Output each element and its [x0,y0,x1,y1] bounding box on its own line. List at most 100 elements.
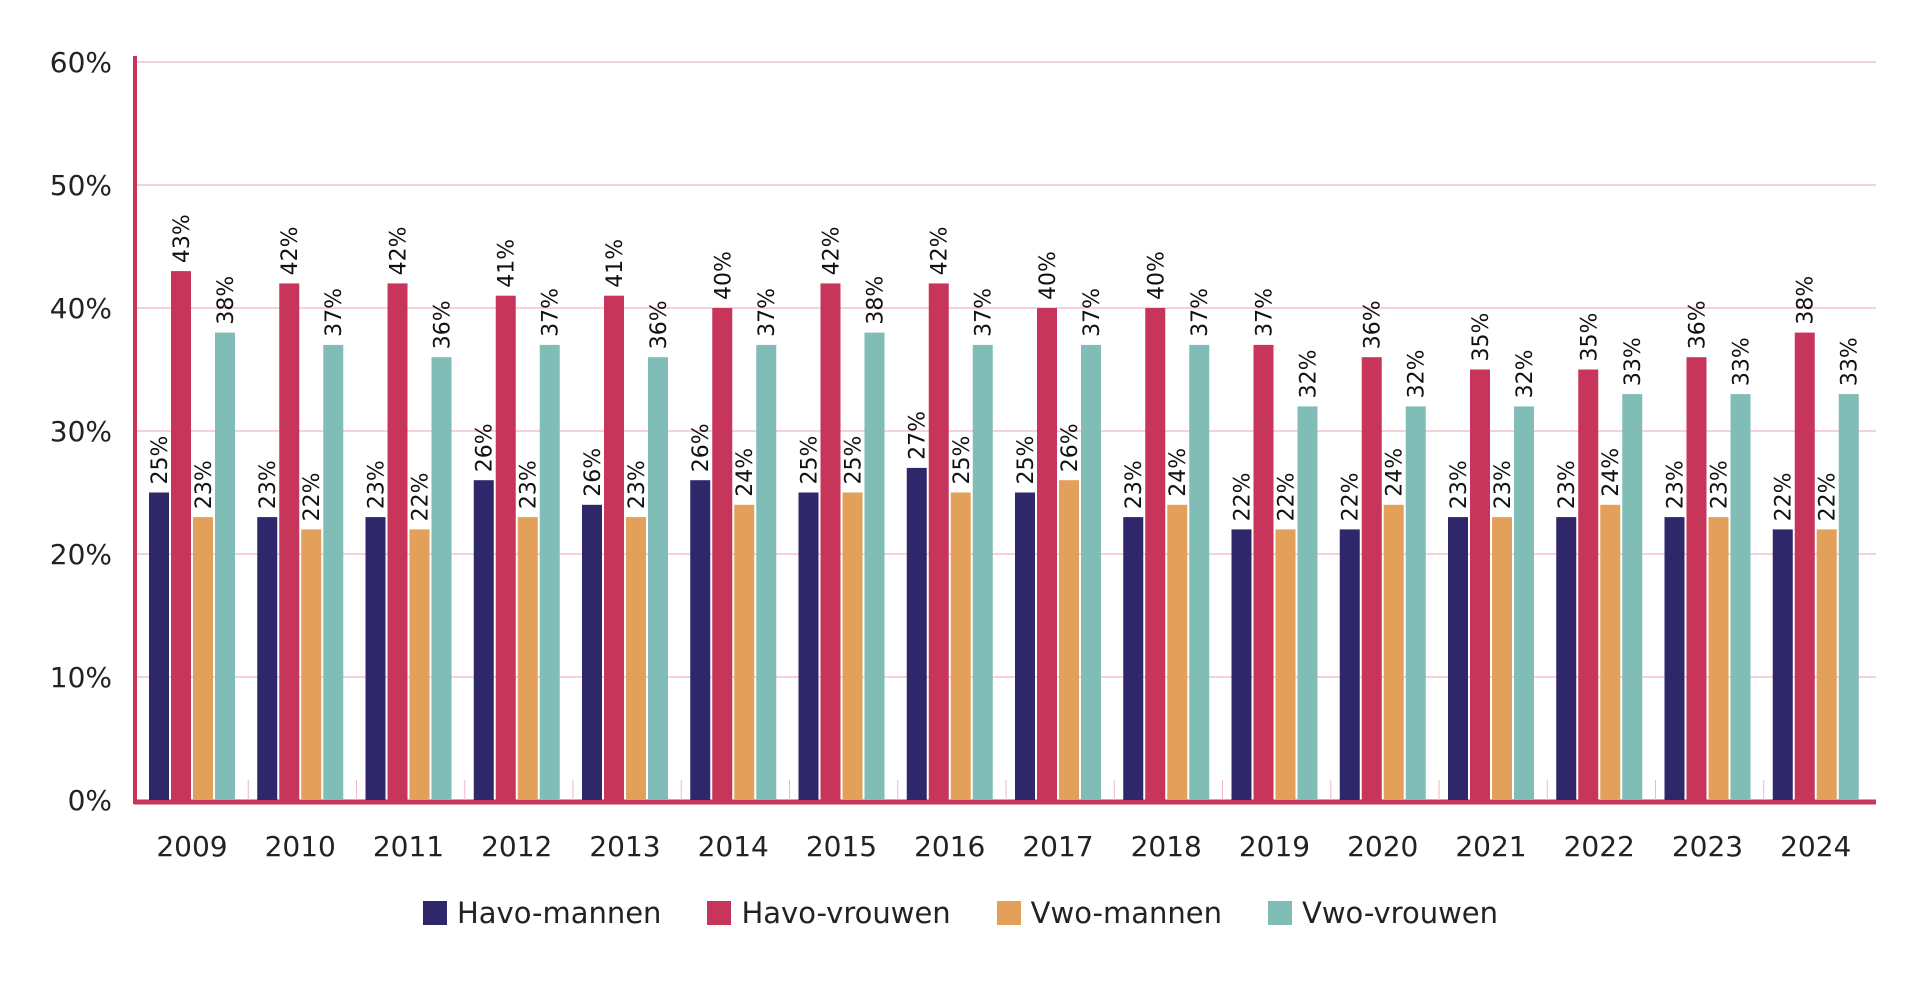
x-tick-label: 2013 [589,830,660,863]
data-label: 40% [1036,251,1061,300]
data-label: 42% [278,226,303,275]
bar [1405,406,1426,800]
x-tick-label: 2024 [1780,830,1851,863]
y-tick-label: 50% [50,169,112,202]
bar [798,492,819,800]
bar [648,357,668,800]
bar [365,517,386,800]
bar [301,529,322,800]
bar [193,517,213,800]
data-label: 32% [1297,349,1322,398]
data-label: 37% [539,288,564,337]
data-label: 35% [1469,313,1494,362]
bar [1189,344,1210,800]
legend-swatch [996,901,1021,925]
data-label: 23% [517,460,542,509]
x-tick-label: 2018 [1131,830,1202,863]
data-label: 22% [1275,472,1300,521]
bar [972,344,993,800]
x-tick-label: 2012 [481,830,552,863]
data-label: 33% [1730,337,1755,386]
bar [582,504,602,800]
data-label: 37% [322,288,347,337]
bar [712,308,733,800]
data-label: 37% [1253,288,1278,337]
bar [734,504,755,800]
bar [1383,504,1404,800]
bar [1772,529,1793,800]
bar [171,271,191,801]
bar [495,295,516,800]
data-label: 26% [1058,423,1083,472]
data-label: 40% [1144,251,1169,300]
data-label: 42% [820,226,845,275]
y-tick-label: 0% [68,784,112,817]
data-label: 40% [711,251,736,300]
bar [1145,308,1166,800]
x-tick-label: 2020 [1347,830,1418,863]
data-label: 25% [798,436,823,485]
bar [1470,369,1490,800]
bar [928,283,949,800]
bar [1600,504,1621,800]
bar [626,517,646,800]
legend-swatch [422,901,447,925]
bar [1794,332,1815,800]
bar [539,344,560,800]
y-tick-label: 60% [50,46,112,79]
x-tick-label: 2011 [373,830,444,863]
bar [215,332,235,800]
data-label: 25% [842,436,867,485]
bar [1123,517,1144,800]
x-tick-label: 2010 [265,830,336,863]
data-label: 38% [214,276,239,325]
data-label: 24% [733,448,758,497]
bar [842,492,863,800]
data-label: 41% [603,239,628,288]
bar [1708,517,1729,800]
bar [1556,517,1577,800]
bar [1167,504,1188,800]
y-tick-label: 40% [50,292,112,325]
bar [1275,529,1296,800]
bar [1578,369,1599,800]
bar [1492,517,1512,800]
y-tick-label: 10% [50,661,112,694]
legend-item-havo-mannen: Havo-mannen [422,896,661,930]
data-label: 42% [928,226,953,275]
legend-label: Havo-vrouwen [741,896,951,930]
bar [864,332,885,800]
data-label: 22% [1816,472,1841,521]
bar [604,295,624,800]
x-tick-label: 2009 [156,830,227,863]
x-tick-label: 2015 [806,830,877,863]
bar [1686,357,1707,800]
data-label: 37% [755,288,780,337]
legend-swatch [1267,901,1292,925]
bar [1015,492,1035,800]
data-label: 26% [689,423,714,472]
data-label: 22% [1231,472,1256,521]
data-label: 23% [1122,460,1147,509]
data-label: 36% [647,300,672,349]
bar [323,344,344,800]
data-label: 37% [1080,288,1105,337]
data-label: 38% [864,276,889,325]
bar [473,480,494,800]
data-label: 33% [1621,337,1646,386]
x-tick-label: 2022 [1564,830,1635,863]
x-tick-label: 2016 [914,830,985,863]
data-label: 37% [972,288,997,337]
data-label: 36% [1686,300,1711,349]
x-tick-label: 2014 [698,830,769,863]
data-label: 22% [409,472,434,521]
legend-item-havo-vrouwen: Havo-vrouwen [707,896,951,930]
bar [387,283,408,800]
bar [1514,406,1534,800]
bar [431,357,452,800]
data-label: 25% [1014,436,1039,485]
legend-label: Vwo-vrouwen [1301,896,1499,930]
data-label: 23% [625,460,650,509]
bar [1231,529,1252,800]
